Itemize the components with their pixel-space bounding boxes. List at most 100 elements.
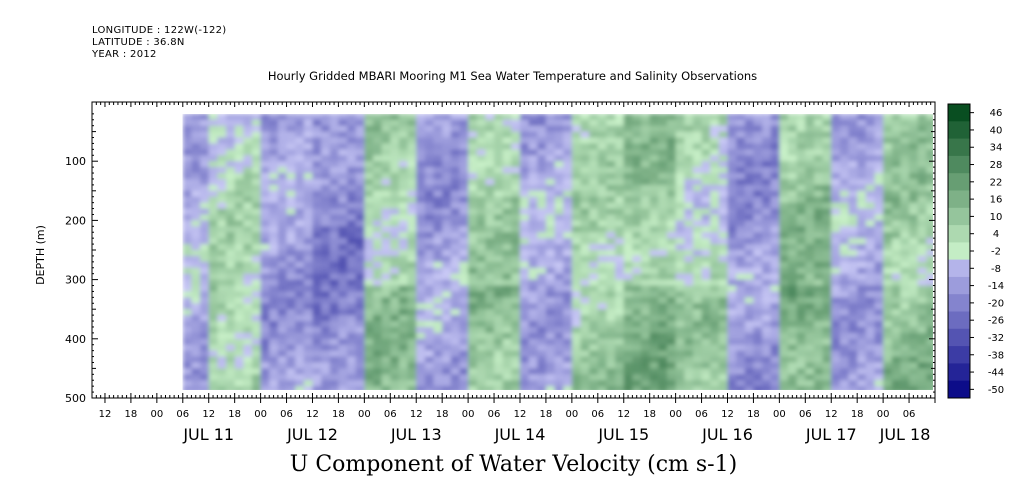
heatmap-cell: [701, 232, 711, 239]
heatmap-cell: [459, 338, 469, 346]
heatmap-cell: [814, 143, 824, 150]
heatmap-cell: [234, 279, 244, 287]
heatmap-cell: [476, 368, 486, 375]
heatmap-cell: [865, 297, 875, 304]
heatmap-cell: [606, 267, 616, 275]
heatmap-cell: [848, 273, 858, 281]
heatmap-cell: [520, 321, 530, 328]
heatmap-cell: [857, 344, 867, 352]
heatmap-cell: [615, 214, 625, 221]
heatmap-cell: [571, 196, 582, 204]
heatmap-cell: [200, 386, 210, 390]
heatmap-cell: [511, 350, 521, 358]
heatmap-cell: [597, 344, 607, 352]
heatmap-cell: [182, 291, 192, 298]
heatmap-cell: [692, 303, 703, 310]
heatmap-cell: [243, 332, 253, 340]
heatmap-cell: [865, 167, 875, 174]
heatmap-cell: [727, 303, 737, 310]
heatmap-cell: [736, 362, 746, 369]
heatmap-cell: [805, 190, 815, 198]
heatmap-cell: [563, 380, 573, 387]
heatmap-cell: [407, 273, 417, 281]
heatmap-cell: [597, 309, 607, 316]
heatmap-cell: [909, 279, 919, 287]
heatmap-cell: [424, 214, 435, 221]
heatmap-cell: [779, 250, 789, 257]
heatmap-cell: [373, 261, 383, 269]
heatmap-cell: [528, 368, 538, 375]
heatmap-cell: [252, 131, 262, 139]
heatmap-cell: [424, 114, 435, 121]
heatmap-cell: [321, 250, 331, 257]
heatmap-cell: [537, 362, 547, 369]
heatmap-cell: [831, 380, 841, 387]
heatmap-cell: [684, 149, 694, 156]
heatmap-cell: [883, 167, 893, 174]
heatmap-cell: [537, 214, 547, 221]
heatmap-cell: [675, 255, 685, 263]
heatmap-cell: [252, 297, 262, 304]
heatmap-cell: [580, 321, 590, 328]
heatmap-cell: [649, 208, 659, 216]
heatmap-cell: [494, 226, 504, 233]
heatmap-cell: [226, 190, 236, 198]
heatmap-cell: [269, 143, 279, 150]
heatmap-cell: [373, 179, 383, 186]
heatmap-cell: [926, 350, 933, 358]
heatmap-cell: [373, 119, 383, 127]
heatmap-cell: [848, 143, 858, 150]
heatmap-cell: [200, 362, 210, 369]
heatmap-cell: [243, 184, 253, 192]
heatmap-cell: [476, 309, 486, 316]
heatmap-cell: [260, 208, 270, 216]
heatmap-cell: [511, 190, 521, 198]
heatmap-cell: [641, 220, 651, 227]
heatmap-cell: [234, 238, 244, 245]
heatmap-cell: [286, 131, 296, 139]
heatmap-cell: [226, 143, 236, 150]
heatmap-cell: [926, 196, 933, 204]
heatmap-cell: [667, 315, 677, 322]
heatmap-cell: [416, 179, 426, 186]
heatmap-cell: [347, 202, 357, 210]
heatmap-cell: [839, 167, 850, 174]
heatmap-cell: [736, 380, 746, 387]
heatmap-cell: [718, 350, 728, 358]
heatmap-cell: [321, 386, 331, 390]
heatmap-cell: [390, 119, 400, 127]
heatmap-cell: [623, 356, 633, 364]
heatmap-cell: [563, 297, 573, 304]
y-axis-label: DEPTH (m): [34, 225, 47, 285]
heatmap-cell: [303, 261, 313, 269]
x-day-label: JUL 18: [879, 425, 931, 444]
heatmap-cell: [182, 190, 192, 198]
heatmap-cell: [623, 143, 633, 150]
heatmap-cell: [641, 179, 651, 186]
heatmap-cell: [900, 179, 910, 186]
heatmap-cell: [537, 332, 547, 340]
heatmap-cell: [364, 338, 374, 346]
heatmap-cell: [545, 374, 556, 381]
colorbar-label: -38: [988, 350, 1004, 361]
heatmap-cell: [364, 167, 374, 174]
heatmap-cell: [191, 285, 201, 292]
heatmap-cell: [649, 190, 659, 198]
colorbar-label: 46: [990, 108, 1003, 119]
heatmap-cell: [286, 321, 296, 328]
heatmap-cell: [779, 327, 789, 334]
heatmap-cell: [252, 327, 262, 334]
heatmap-cell: [649, 374, 659, 381]
heatmap-cell: [381, 291, 391, 298]
heatmap-cell: [753, 374, 763, 381]
heatmap-cell: [900, 149, 910, 156]
heatmap-cell: [718, 119, 728, 127]
heatmap-cell: [450, 250, 460, 257]
heatmap-cell: [788, 184, 798, 192]
heatmap-cell: [770, 131, 780, 139]
heatmap-cell: [303, 291, 313, 298]
heatmap-cell: [476, 291, 486, 298]
heatmap-cell: [632, 321, 642, 328]
heatmap-cell: [528, 125, 538, 133]
heatmap-cell: [753, 261, 763, 269]
